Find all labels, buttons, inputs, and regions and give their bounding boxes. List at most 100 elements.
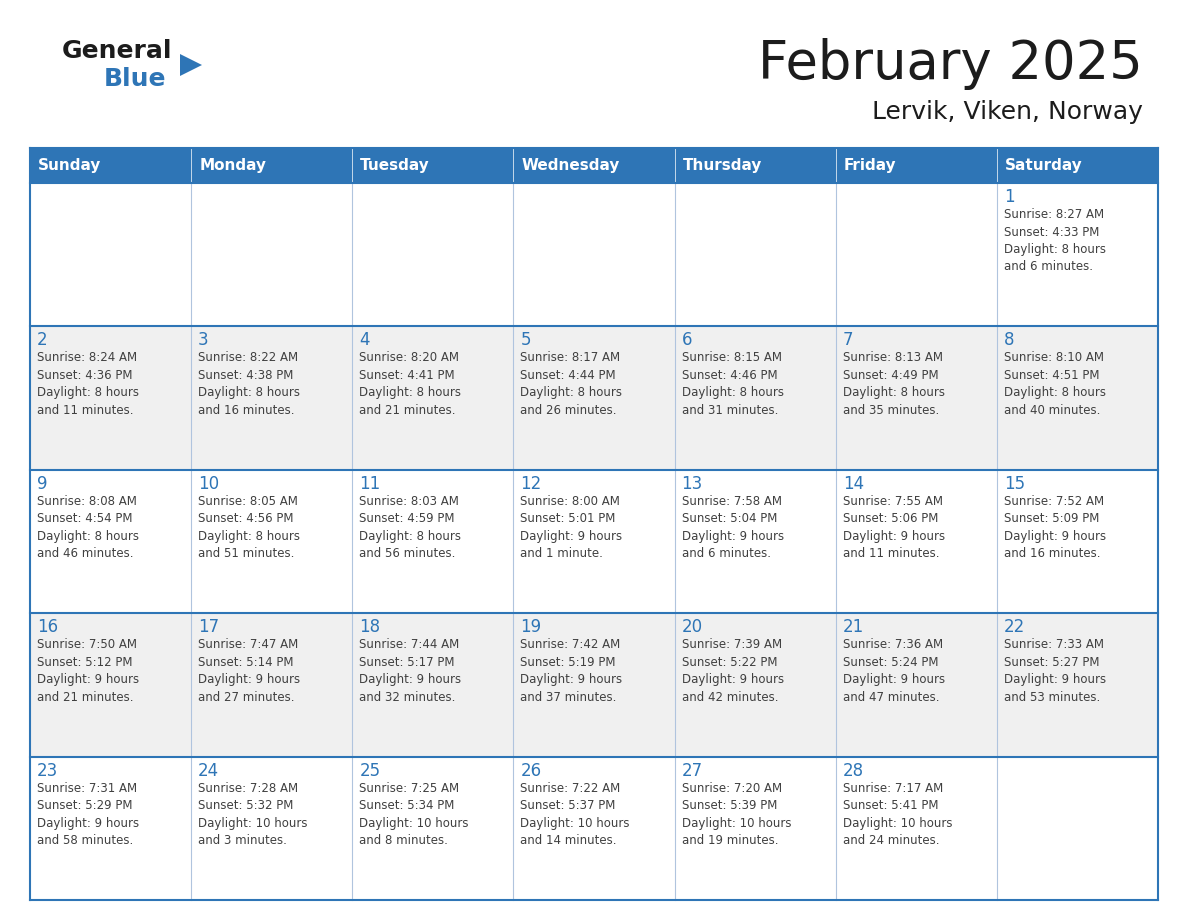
Text: Sunrise: 8:27 AM
Sunset: 4:33 PM
Daylight: 8 hours
and 6 minutes.: Sunrise: 8:27 AM Sunset: 4:33 PM Dayligh… bbox=[1004, 208, 1106, 274]
Text: Thursday: Thursday bbox=[683, 158, 762, 173]
Text: Blue: Blue bbox=[105, 67, 166, 91]
Text: Monday: Monday bbox=[200, 158, 266, 173]
Bar bbox=[835, 148, 997, 183]
Text: Sunrise: 7:52 AM
Sunset: 5:09 PM
Daylight: 9 hours
and 16 minutes.: Sunrise: 7:52 AM Sunset: 5:09 PM Dayligh… bbox=[1004, 495, 1106, 560]
Bar bbox=[353, 183, 513, 327]
Text: 17: 17 bbox=[198, 618, 220, 636]
Bar bbox=[191, 613, 353, 756]
Bar bbox=[191, 470, 353, 613]
Bar bbox=[513, 756, 675, 900]
Text: Sunrise: 8:08 AM
Sunset: 4:54 PM
Daylight: 8 hours
and 46 minutes.: Sunrise: 8:08 AM Sunset: 4:54 PM Dayligh… bbox=[37, 495, 139, 560]
Text: Sunrise: 8:20 AM
Sunset: 4:41 PM
Daylight: 8 hours
and 21 minutes.: Sunrise: 8:20 AM Sunset: 4:41 PM Dayligh… bbox=[359, 352, 461, 417]
Bar bbox=[835, 327, 997, 470]
Bar bbox=[513, 148, 675, 183]
Bar bbox=[997, 327, 1158, 470]
Bar bbox=[675, 613, 835, 756]
Bar bbox=[835, 183, 997, 327]
Text: 2: 2 bbox=[37, 331, 48, 350]
Text: Sunrise: 7:58 AM
Sunset: 5:04 PM
Daylight: 9 hours
and 6 minutes.: Sunrise: 7:58 AM Sunset: 5:04 PM Dayligh… bbox=[682, 495, 784, 560]
Text: Sunrise: 8:05 AM
Sunset: 4:56 PM
Daylight: 8 hours
and 51 minutes.: Sunrise: 8:05 AM Sunset: 4:56 PM Dayligh… bbox=[198, 495, 301, 560]
Bar bbox=[513, 327, 675, 470]
Text: 20: 20 bbox=[682, 618, 702, 636]
Text: 19: 19 bbox=[520, 618, 542, 636]
Text: 4: 4 bbox=[359, 331, 369, 350]
Bar bbox=[997, 613, 1158, 756]
Text: Sunrise: 7:22 AM
Sunset: 5:37 PM
Daylight: 10 hours
and 14 minutes.: Sunrise: 7:22 AM Sunset: 5:37 PM Dayligh… bbox=[520, 781, 630, 847]
Text: 9: 9 bbox=[37, 475, 48, 493]
Bar bbox=[30, 470, 191, 613]
Text: Friday: Friday bbox=[843, 158, 896, 173]
Bar bbox=[997, 183, 1158, 327]
Text: Sunrise: 7:50 AM
Sunset: 5:12 PM
Daylight: 9 hours
and 21 minutes.: Sunrise: 7:50 AM Sunset: 5:12 PM Dayligh… bbox=[37, 638, 139, 704]
Bar bbox=[835, 470, 997, 613]
Text: 12: 12 bbox=[520, 475, 542, 493]
Bar bbox=[191, 183, 353, 327]
Text: 27: 27 bbox=[682, 762, 702, 779]
Text: February 2025: February 2025 bbox=[758, 38, 1143, 90]
Text: Sunrise: 7:31 AM
Sunset: 5:29 PM
Daylight: 9 hours
and 58 minutes.: Sunrise: 7:31 AM Sunset: 5:29 PM Dayligh… bbox=[37, 781, 139, 847]
Bar bbox=[191, 756, 353, 900]
Bar bbox=[835, 756, 997, 900]
Bar bbox=[353, 148, 513, 183]
Text: Sunrise: 8:15 AM
Sunset: 4:46 PM
Daylight: 8 hours
and 31 minutes.: Sunrise: 8:15 AM Sunset: 4:46 PM Dayligh… bbox=[682, 352, 784, 417]
Text: 26: 26 bbox=[520, 762, 542, 779]
Text: 24: 24 bbox=[198, 762, 220, 779]
Text: General: General bbox=[62, 39, 172, 63]
Bar bbox=[353, 327, 513, 470]
Text: 23: 23 bbox=[37, 762, 58, 779]
Text: Sunrise: 7:42 AM
Sunset: 5:19 PM
Daylight: 9 hours
and 37 minutes.: Sunrise: 7:42 AM Sunset: 5:19 PM Dayligh… bbox=[520, 638, 623, 704]
Bar bbox=[30, 613, 191, 756]
Text: Sunrise: 8:00 AM
Sunset: 5:01 PM
Daylight: 9 hours
and 1 minute.: Sunrise: 8:00 AM Sunset: 5:01 PM Dayligh… bbox=[520, 495, 623, 560]
Text: 18: 18 bbox=[359, 618, 380, 636]
Text: Sunrise: 8:17 AM
Sunset: 4:44 PM
Daylight: 8 hours
and 26 minutes.: Sunrise: 8:17 AM Sunset: 4:44 PM Dayligh… bbox=[520, 352, 623, 417]
Text: 5: 5 bbox=[520, 331, 531, 350]
Text: 11: 11 bbox=[359, 475, 380, 493]
Bar bbox=[191, 148, 353, 183]
Text: Sunrise: 7:17 AM
Sunset: 5:41 PM
Daylight: 10 hours
and 24 minutes.: Sunrise: 7:17 AM Sunset: 5:41 PM Dayligh… bbox=[842, 781, 953, 847]
Bar bbox=[675, 756, 835, 900]
Bar bbox=[513, 183, 675, 327]
Text: Sunrise: 8:10 AM
Sunset: 4:51 PM
Daylight: 8 hours
and 40 minutes.: Sunrise: 8:10 AM Sunset: 4:51 PM Dayligh… bbox=[1004, 352, 1106, 417]
Bar bbox=[30, 756, 191, 900]
Text: 16: 16 bbox=[37, 618, 58, 636]
Text: Saturday: Saturday bbox=[1005, 158, 1082, 173]
Text: Sunrise: 7:20 AM
Sunset: 5:39 PM
Daylight: 10 hours
and 19 minutes.: Sunrise: 7:20 AM Sunset: 5:39 PM Dayligh… bbox=[682, 781, 791, 847]
Text: Sunrise: 7:25 AM
Sunset: 5:34 PM
Daylight: 10 hours
and 8 minutes.: Sunrise: 7:25 AM Sunset: 5:34 PM Dayligh… bbox=[359, 781, 469, 847]
Bar bbox=[675, 470, 835, 613]
Text: 10: 10 bbox=[198, 475, 220, 493]
Text: Sunrise: 7:36 AM
Sunset: 5:24 PM
Daylight: 9 hours
and 47 minutes.: Sunrise: 7:36 AM Sunset: 5:24 PM Dayligh… bbox=[842, 638, 944, 704]
Bar bbox=[513, 470, 675, 613]
Bar bbox=[353, 470, 513, 613]
Text: Sunrise: 7:33 AM
Sunset: 5:27 PM
Daylight: 9 hours
and 53 minutes.: Sunrise: 7:33 AM Sunset: 5:27 PM Dayligh… bbox=[1004, 638, 1106, 704]
Text: Sunrise: 8:03 AM
Sunset: 4:59 PM
Daylight: 8 hours
and 56 minutes.: Sunrise: 8:03 AM Sunset: 4:59 PM Dayligh… bbox=[359, 495, 461, 560]
Bar bbox=[835, 613, 997, 756]
Bar bbox=[997, 148, 1158, 183]
Text: Sunrise: 8:24 AM
Sunset: 4:36 PM
Daylight: 8 hours
and 11 minutes.: Sunrise: 8:24 AM Sunset: 4:36 PM Dayligh… bbox=[37, 352, 139, 417]
Bar bbox=[353, 613, 513, 756]
Text: Tuesday: Tuesday bbox=[360, 158, 430, 173]
Bar bbox=[191, 327, 353, 470]
Text: Wednesday: Wednesday bbox=[522, 158, 620, 173]
Text: 7: 7 bbox=[842, 331, 853, 350]
Bar bbox=[675, 327, 835, 470]
Text: 13: 13 bbox=[682, 475, 703, 493]
Text: Sunrise: 7:47 AM
Sunset: 5:14 PM
Daylight: 9 hours
and 27 minutes.: Sunrise: 7:47 AM Sunset: 5:14 PM Dayligh… bbox=[198, 638, 301, 704]
Text: 6: 6 bbox=[682, 331, 693, 350]
Text: 28: 28 bbox=[842, 762, 864, 779]
Bar bbox=[675, 148, 835, 183]
Text: Sunrise: 8:22 AM
Sunset: 4:38 PM
Daylight: 8 hours
and 16 minutes.: Sunrise: 8:22 AM Sunset: 4:38 PM Dayligh… bbox=[198, 352, 301, 417]
Text: 21: 21 bbox=[842, 618, 864, 636]
Text: Sunrise: 7:39 AM
Sunset: 5:22 PM
Daylight: 9 hours
and 42 minutes.: Sunrise: 7:39 AM Sunset: 5:22 PM Dayligh… bbox=[682, 638, 784, 704]
Text: 25: 25 bbox=[359, 762, 380, 779]
Text: Lervik, Viken, Norway: Lervik, Viken, Norway bbox=[872, 100, 1143, 124]
Text: Sunrise: 7:44 AM
Sunset: 5:17 PM
Daylight: 9 hours
and 32 minutes.: Sunrise: 7:44 AM Sunset: 5:17 PM Dayligh… bbox=[359, 638, 461, 704]
Bar bbox=[997, 756, 1158, 900]
Text: Sunrise: 8:13 AM
Sunset: 4:49 PM
Daylight: 8 hours
and 35 minutes.: Sunrise: 8:13 AM Sunset: 4:49 PM Dayligh… bbox=[842, 352, 944, 417]
Text: Sunrise: 7:55 AM
Sunset: 5:06 PM
Daylight: 9 hours
and 11 minutes.: Sunrise: 7:55 AM Sunset: 5:06 PM Dayligh… bbox=[842, 495, 944, 560]
Bar bbox=[30, 327, 191, 470]
Text: 1: 1 bbox=[1004, 188, 1015, 206]
Bar bbox=[513, 613, 675, 756]
Text: 15: 15 bbox=[1004, 475, 1025, 493]
Text: 8: 8 bbox=[1004, 331, 1015, 350]
Text: Sunday: Sunday bbox=[38, 158, 101, 173]
